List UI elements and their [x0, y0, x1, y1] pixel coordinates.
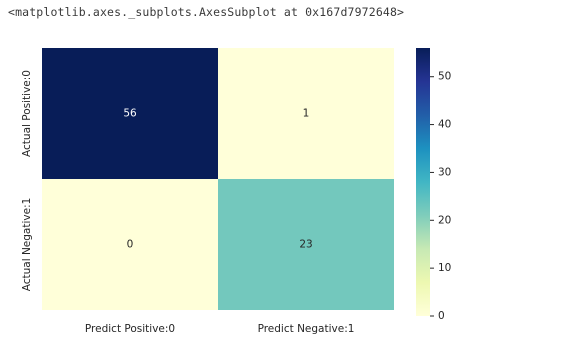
- colorbar: [416, 48, 430, 316]
- cell-annotation: 56: [123, 108, 137, 120]
- colorbar-tick-label: 40: [438, 119, 451, 131]
- cell-annotation: 1: [303, 108, 310, 120]
- cell-annotation: 0: [127, 239, 134, 251]
- y-tick-label: Actual Positive:0: [21, 70, 33, 157]
- x-tick-label: Predict Negative:1: [258, 323, 355, 335]
- colorbar-tick-label: 0: [438, 310, 445, 322]
- colorbar-tick-label: 20: [438, 214, 451, 226]
- cell-annotation: 23: [299, 239, 312, 251]
- colorbar-ticks: 0 10 20 30 40 50: [430, 71, 451, 322]
- colorbar-tick-label: 10: [438, 262, 451, 274]
- y-tick-label: Actual Negative:1: [21, 198, 33, 292]
- colorbar-tick-label: 50: [438, 71, 451, 83]
- x-tick-label: Predict Positive:0: [85, 323, 175, 335]
- colorbar-tick-label: 30: [438, 166, 451, 178]
